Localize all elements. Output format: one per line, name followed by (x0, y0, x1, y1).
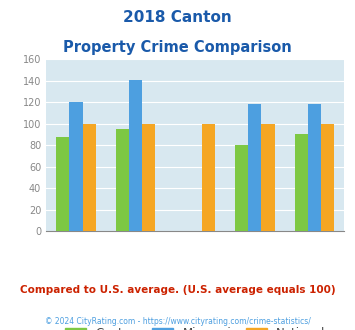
Text: Compared to U.S. average. (U.S. average equals 100): Compared to U.S. average. (U.S. average … (20, 285, 335, 295)
Text: 2018 Canton: 2018 Canton (123, 10, 232, 25)
Bar (129, 80, 142, 231)
Bar (235, 145, 248, 231)
Text: Property Crime Comparison: Property Crime Comparison (63, 40, 292, 54)
Bar (308, 104, 321, 231)
Bar (321, 124, 334, 231)
Bar (261, 124, 274, 231)
Bar (56, 137, 70, 231)
Bar (70, 102, 82, 231)
Bar (248, 104, 261, 231)
Bar (116, 129, 129, 231)
Bar (142, 124, 155, 231)
Bar (82, 124, 95, 231)
Bar (295, 134, 308, 231)
Bar (202, 124, 215, 231)
Text: © 2024 CityRating.com - https://www.cityrating.com/crime-statistics/: © 2024 CityRating.com - https://www.city… (45, 317, 310, 326)
Legend: Canton, Missouri, National: Canton, Missouri, National (60, 323, 331, 330)
